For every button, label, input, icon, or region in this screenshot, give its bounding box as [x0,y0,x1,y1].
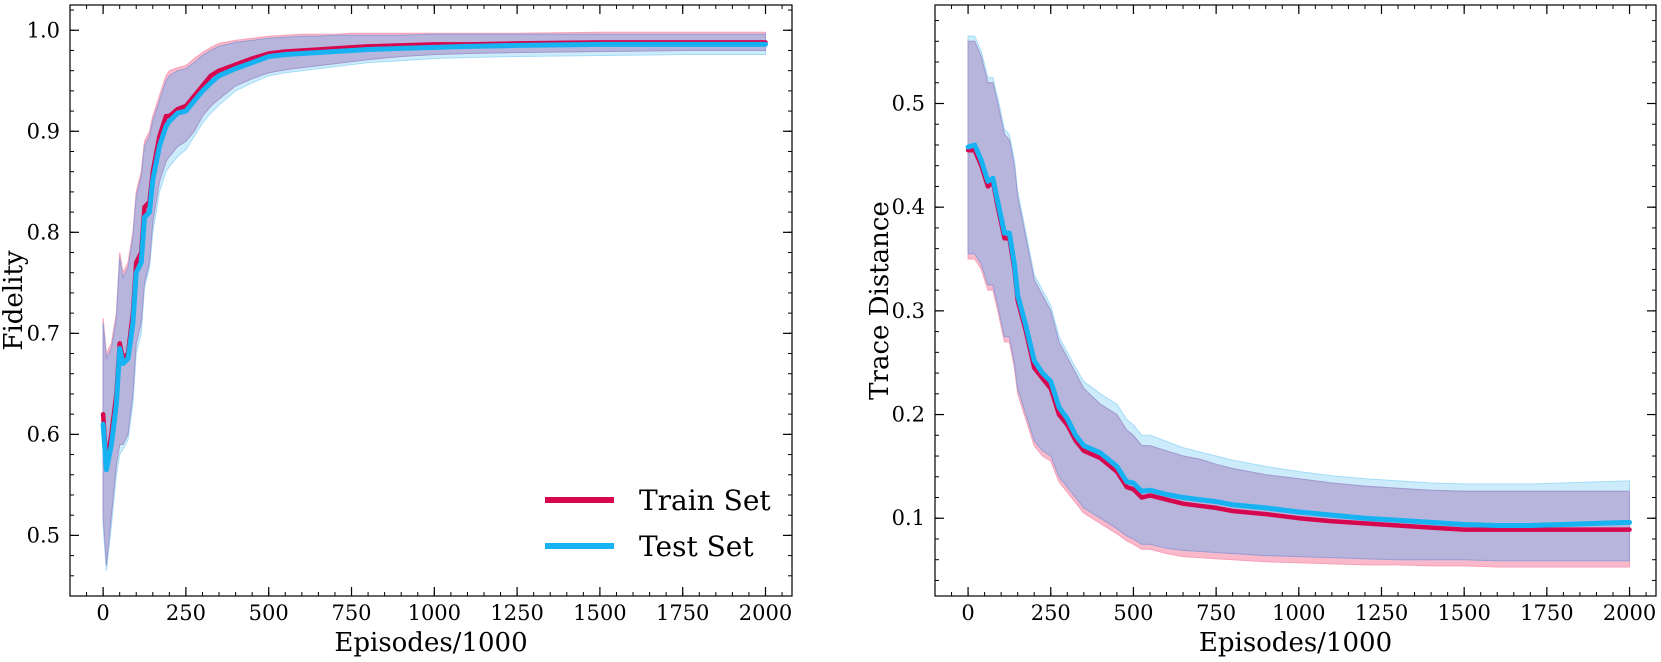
x-tick-label: 1000 [1272,601,1325,625]
x-tick-label: 1250 [1355,601,1408,625]
legend-label: Test Set [639,530,754,563]
x-axis-label: Episodes/1000 [1199,628,1392,658]
y-axis-label: Fidelity [0,250,29,350]
x-axis-label: Episodes/1000 [334,628,527,658]
y-tick-label: 0.5 [27,523,60,547]
legend: Train Set Test Set [545,484,771,563]
x-tick-label: 250 [166,601,206,625]
x-tick-label: 0 [96,601,109,625]
x-tick-label: 2000 [1603,601,1656,625]
x-tick-label: 0 [961,601,974,625]
x-tick-label: 500 [249,601,289,625]
x-tick-label: 500 [1113,601,1153,625]
x-tick-label: 250 [1031,601,1071,625]
band-overlap [967,40,1630,562]
x-tick-label: 1500 [573,601,626,625]
y-tick-label: 0.4 [892,195,925,219]
y-axis-label: Trace Distance [865,201,895,400]
x-tick-label: 1500 [1437,601,1490,625]
axes-frame [934,4,1657,597]
x-tick-label: 1000 [408,601,461,625]
y-tick-label: 0.6 [27,422,60,446]
y-tick-label: 0.8 [27,220,60,244]
plot-area [100,31,768,571]
y-tick-label: 0.7 [27,321,60,345]
fidelity-panel: 0 250 500 750 1000 1250 1500 1750 2000 0.5 0.6 0.7 0… [0,4,793,658]
x-tick-label: 1250 [490,601,543,625]
x-tick-label: 1750 [1520,601,1573,625]
y-tick-label: 0.2 [892,403,925,427]
plot-area [965,35,1632,568]
trace-distance-panel: 0 250 500 750 1000 1250 1500 1750 2000 0.1 0.2 0.3 0… [865,4,1657,658]
y-tick-label: 0.3 [892,299,925,323]
y-tick-label: 0.1 [892,506,925,530]
band-overlap [102,33,766,566]
x-tick-label: 1750 [656,601,709,625]
x-tick-label: 2000 [739,601,792,625]
legend-label: Train Set [639,484,771,517]
axes-frame [69,4,793,597]
series-line-test-set [100,41,768,473]
x-tick-label: 750 [331,601,371,625]
y-tick-label: 0.5 [892,92,925,116]
y-tick-label: 1.0 [27,18,60,42]
y-tick-label: 0.9 [27,119,60,143]
x-tick-label: 750 [1196,601,1236,625]
series-line-test-set [965,142,1632,528]
